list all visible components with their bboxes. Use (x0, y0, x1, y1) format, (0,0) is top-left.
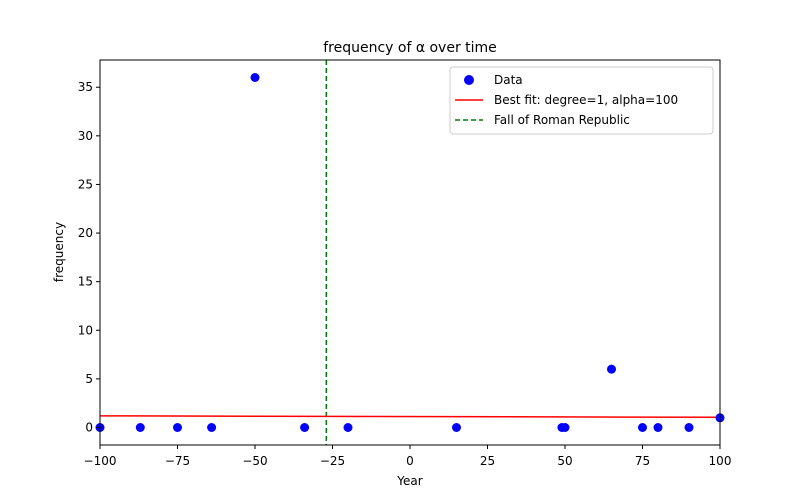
y-tick-label: 5 (85, 372, 93, 386)
legend-data-label: Data (494, 73, 523, 87)
data-point (638, 423, 647, 432)
data-point (560, 423, 570, 432)
y-tick-label: 10 (78, 323, 93, 337)
data-point (250, 73, 260, 82)
legend-data-marker (464, 75, 474, 85)
legend-box (449, 66, 714, 135)
data-point (684, 423, 694, 432)
chart-title: frequency of α over time (323, 40, 497, 56)
x-axis-label: Year (396, 474, 422, 488)
data-point (607, 364, 616, 374)
x-tick-label: 0 (406, 454, 414, 468)
y-tick-label: 20 (78, 226, 93, 240)
data-point (653, 423, 663, 432)
legend-fit-label: Best fit: degree=1, alpha=100 (494, 93, 678, 107)
x-tick-label: −50 (242, 454, 267, 468)
data-point (173, 423, 182, 432)
data-point (207, 423, 217, 432)
y-axis-label: frequency (52, 222, 66, 282)
x-tick-label: −25 (320, 454, 345, 468)
data-point (135, 423, 145, 432)
data-point (300, 423, 310, 432)
data-point (343, 423, 353, 432)
y-tick-label: 30 (78, 129, 93, 143)
x-tick-label: −100 (84, 454, 117, 468)
x-tick-label: 50 (557, 454, 572, 468)
y-tick-label: 25 (78, 177, 93, 191)
y-tick-label: 0 (85, 421, 93, 435)
y-tick-label: 35 (78, 80, 93, 94)
x-tick-label: 100 (709, 454, 732, 468)
x-tick-label: 25 (480, 454, 495, 468)
best-fit-line (99, 415, 721, 419)
legend: Data Best fit: degree=1, alpha=100 Fall … (449, 66, 714, 135)
x-tick-label: 75 (635, 454, 650, 468)
x-tick-label: −75 (165, 454, 190, 468)
legend-vline-label: Fall of Roman Republic (494, 113, 630, 127)
y-tick-label: 15 (78, 275, 93, 289)
data-point (452, 423, 461, 432)
